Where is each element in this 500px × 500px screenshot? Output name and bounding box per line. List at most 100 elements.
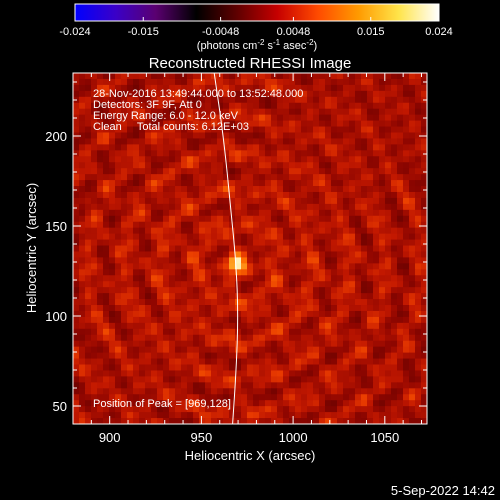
heatmap-cell [139,120,146,127]
heatmap-cell [205,90,212,98]
heatmap-cell [175,382,182,389]
heatmap-cell [79,328,86,336]
heatmap-cell [217,221,224,229]
heatmap-cell [421,287,427,294]
heatmap-cell [223,227,230,235]
heatmap-cell [241,406,248,413]
heatmap-cell [421,251,427,258]
heatmap-cell [385,346,392,354]
heatmap-cell [157,328,164,336]
heatmap-cell [205,174,212,181]
heatmap-cell [259,73,266,80]
heatmap-cell [169,108,176,116]
heatmap-cell [409,84,416,92]
heatmap-cell [289,239,296,246]
heatmap-cell [223,400,230,407]
heatmap-cell [235,364,242,371]
heatmap-cell [145,90,152,98]
heatmap-cell [349,120,356,127]
heatmap-cell [223,144,230,151]
heatmap-cell [187,191,194,199]
heatmap-cell [205,227,212,235]
heatmap-cell [325,108,332,116]
heatmap-cell [199,418,206,424]
heatmap-cell [277,227,284,235]
heatmap-cell [223,191,230,199]
heatmap-cell [163,186,170,193]
heatmap-cell [151,328,158,336]
heatmap-cell [409,209,416,217]
heatmap-cell [193,73,200,80]
heatmap-cell [145,203,152,211]
heatmap-cell [265,352,272,359]
heatmap-cell [325,120,332,127]
heatmap-cell [265,156,272,163]
heatmap-cell [361,150,368,157]
heatmap-cell [319,197,326,205]
heatmap-cell [139,340,146,348]
heatmap-cell [229,328,236,336]
heatmap-cell [397,156,404,163]
heatmap-cell [307,352,314,359]
heatmap-cell [103,90,110,98]
heatmap-cell [361,346,368,354]
heatmap-cell [373,197,380,205]
heatmap-cell [259,138,266,145]
heatmap-cell [109,328,116,336]
heatmap-cell [133,299,140,306]
heatmap-cell [283,406,290,413]
heatmap-cell [169,221,176,229]
heatmap-cell [235,316,242,324]
heatmap-cell [361,191,368,199]
heatmap-cell [283,275,290,282]
heatmap-cell [403,293,410,300]
heatmap-cell [277,245,284,252]
heatmap-cell [115,150,122,157]
heatmap-cell [223,150,230,157]
heatmap-cell [361,215,368,223]
heatmap-cell [145,191,152,199]
heatmap-cell [169,132,176,139]
heatmap-cell [235,138,242,145]
heatmap-cell [421,352,427,359]
plot-frame [72,72,428,425]
heatmap-cell [205,78,212,86]
heatmap-cell [139,96,146,104]
heatmap-cell [241,400,248,407]
heatmap-cell [217,245,224,252]
heatmap-cell [85,78,92,86]
heatmap-cell [217,227,224,235]
heatmap-cell [391,144,398,151]
heatmap-cell [175,245,182,252]
heatmap-cell [97,376,104,383]
heatmap-cell [217,310,224,318]
heatmap-cell [109,251,116,258]
heatmap-cell [115,352,122,359]
heatmap-cell [145,316,152,324]
heatmap-cell [175,227,182,235]
heatmap-cell [373,162,380,169]
heatmap-cell [79,418,86,424]
heatmap-cell [415,406,422,413]
heatmap-cell [241,257,248,264]
heatmap-cell [379,257,386,264]
heatmap-cell [421,394,427,401]
heatmap-cell [157,191,164,199]
heatmap-cell [421,358,427,365]
heatmap-cell [121,203,128,211]
heatmap-cell [337,215,344,223]
heatmap-cell [253,275,260,282]
heatmap-cell [211,299,218,306]
heatmap-cell [133,215,140,223]
heatmap-cell [211,215,218,223]
heatmap-cell [361,352,368,359]
heatmap-cell [313,418,320,424]
heatmap-cell [205,203,212,211]
heatmap-cell [349,400,356,407]
heatmap-cell [319,162,326,169]
heatmap-cell [97,269,104,276]
heatmap-cell [187,209,194,217]
heatmap-cell [343,412,350,419]
heatmap-cell [151,322,158,330]
heatmap-cell [295,239,302,246]
